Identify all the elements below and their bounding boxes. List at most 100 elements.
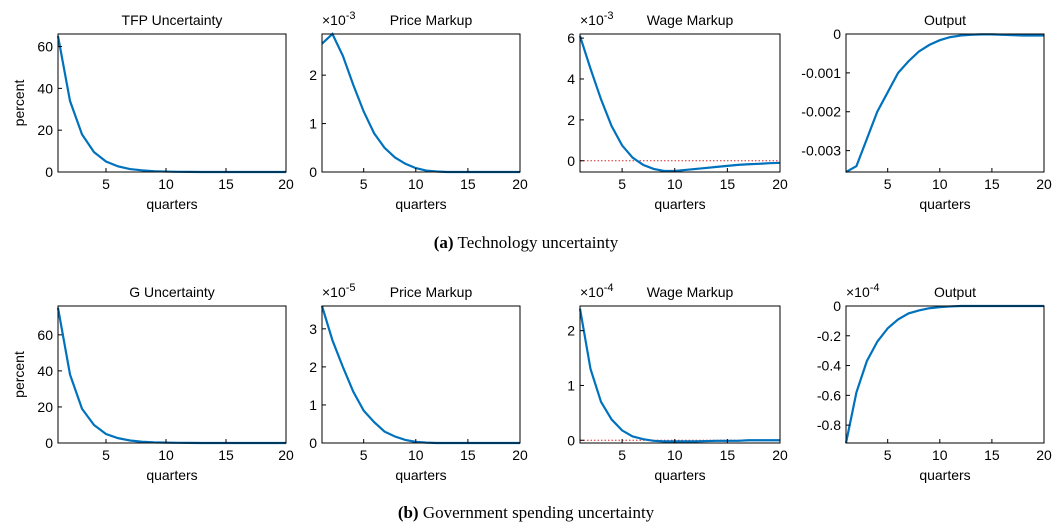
x-tick-label: 10: [932, 447, 948, 463]
chart-title: Output: [924, 12, 966, 28]
x-tick-label: 15: [218, 176, 234, 192]
plot-frame: [321, 33, 521, 173]
y-tick-label: -0.2: [817, 328, 841, 344]
plot-frame: [845, 33, 1045, 173]
x-tick-label: 15: [720, 447, 736, 463]
x-axis-label: quarters: [919, 467, 970, 483]
x-tick-label: 5: [102, 176, 110, 192]
y-tick-label: -0.002: [801, 104, 841, 120]
y-tick-label: 2: [567, 323, 575, 339]
y-tick-label: 20: [37, 122, 53, 138]
x-tick-label: 20: [772, 176, 788, 192]
caption: (a) Technology uncertainty: [434, 233, 619, 252]
x-axis-label: quarters: [654, 467, 705, 483]
plot-frame: [579, 305, 781, 444]
y-tick-label: 40: [37, 80, 53, 96]
x-axis-label: quarters: [395, 467, 446, 483]
multiplier-exponent: -4: [870, 282, 880, 294]
x-tick-label: 15: [720, 176, 736, 192]
x-tick-label: 10: [158, 176, 174, 192]
x-tick-label: 5: [360, 447, 368, 463]
x-tick-label: 15: [460, 176, 476, 192]
y-tick-label: 6: [567, 30, 575, 46]
x-tick-label: 5: [884, 447, 892, 463]
y-tick-label: 0: [567, 432, 575, 448]
data-line: [844, 304, 1044, 444]
data-line: [56, 35, 286, 174]
x-tick-label: 20: [278, 447, 294, 463]
x-tick-label: 10: [408, 447, 424, 463]
x-tick-label: 5: [360, 176, 368, 192]
axis-multiplier: ×10-4: [846, 282, 880, 300]
plot-frame: [57, 33, 287, 173]
x-tick-label: 10: [667, 447, 683, 463]
multiplier-base: ×10: [580, 284, 604, 300]
y-tick-label: 60: [37, 39, 53, 55]
chart-title: Wage Markup: [647, 284, 734, 300]
chart-title: Price Markup: [390, 12, 473, 28]
chart-title: G Uncertainty: [129, 284, 215, 300]
x-tick-label: 20: [1036, 176, 1052, 192]
y-tick-label: 2: [567, 112, 575, 128]
y-tick-label: 0: [309, 435, 317, 451]
y-tick-label: 0: [309, 164, 317, 180]
y-axis-label: percent: [11, 80, 27, 127]
y-tick-label: 0: [833, 26, 841, 42]
y-tick-label: 1: [309, 116, 317, 132]
x-tick-label: 5: [884, 176, 892, 192]
data-line: [56, 307, 286, 445]
axis-multiplier: ×10-3: [580, 10, 614, 28]
y-tick-label: -0.8: [817, 417, 841, 433]
x-tick-label: 20: [278, 176, 294, 192]
y-tick-label: -0.4: [817, 358, 841, 374]
x-tick-label: 20: [772, 447, 788, 463]
y-tick-label: -0.003: [801, 143, 841, 159]
plot-frame: [579, 33, 781, 173]
x-tick-label: 10: [932, 176, 948, 192]
chart-title: TFP Uncertainty: [122, 12, 223, 28]
x-tick-label: 15: [984, 176, 1000, 192]
x-axis-label: quarters: [395, 196, 446, 212]
data-line: [578, 308, 780, 443]
x-tick-label: 20: [512, 447, 528, 463]
x-tick-label: 5: [618, 447, 626, 463]
axis-multiplier: ×10-4: [580, 282, 614, 300]
x-axis-label: quarters: [654, 196, 705, 212]
x-tick-label: 15: [984, 447, 1000, 463]
data-line: [845, 33, 1044, 173]
chart-title: Wage Markup: [647, 12, 734, 28]
multiplier-base: ×10: [322, 12, 346, 28]
y-tick-label: 2: [309, 67, 317, 83]
multiplier-base: ×10: [322, 284, 346, 300]
y-tick-label: 0: [567, 153, 575, 169]
y-tick-label: 1: [309, 397, 317, 413]
y-tick-label: 40: [37, 363, 53, 379]
x-tick-label: 15: [460, 447, 476, 463]
x-axis-label: quarters: [919, 196, 970, 212]
x-axis-label: quarters: [146, 467, 197, 483]
y-tick-label: -0.001: [801, 65, 841, 81]
x-tick-label: 5: [618, 176, 626, 192]
x-tick-label: 10: [408, 176, 424, 192]
multiplier-exponent: -3: [604, 10, 614, 22]
y-tick-label: 3: [309, 321, 317, 337]
y-tick-label: 4: [567, 71, 575, 87]
caption-text: Government spending uncertainty: [423, 503, 655, 522]
multiplier-base: ×10: [846, 284, 870, 300]
multiplier-base: ×10: [580, 12, 604, 28]
axis-multiplier: ×10-5: [322, 282, 356, 300]
plot-frame: [321, 305, 521, 444]
data-line: [578, 35, 781, 173]
y-tick-label: 0: [833, 298, 841, 314]
caption-text: Technology uncertainty: [458, 233, 619, 252]
y-tick-label: 1: [567, 377, 575, 393]
x-tick-label: 5: [102, 447, 110, 463]
plot-frame: [845, 305, 1045, 444]
y-tick-label: 0: [45, 164, 53, 180]
y-tick-label: 2: [309, 359, 317, 375]
caption: (b) Government spending uncertainty: [398, 503, 655, 522]
data-line: [321, 32, 520, 174]
multiplier-exponent: -3: [346, 10, 356, 22]
x-axis-label: quarters: [146, 196, 197, 212]
y-tick-label: 20: [37, 399, 53, 415]
